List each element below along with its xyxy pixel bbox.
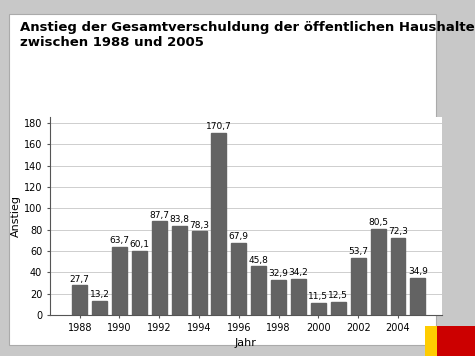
Bar — [132, 251, 147, 315]
Text: 83,8: 83,8 — [169, 215, 189, 224]
Bar — [390, 238, 406, 315]
Bar — [191, 231, 207, 315]
Text: 32,9: 32,9 — [269, 269, 289, 278]
Bar — [271, 280, 286, 315]
X-axis label: Jahr: Jahr — [235, 338, 257, 348]
Bar — [351, 258, 366, 315]
Text: 60,1: 60,1 — [129, 240, 150, 249]
Bar — [331, 302, 346, 315]
Bar — [172, 226, 187, 315]
Text: Anstieg der Gesamtverschuldung der öffentlichen Haushalte
zwischen 1988 und 2005: Anstieg der Gesamtverschuldung der öffen… — [20, 21, 475, 49]
Bar — [152, 221, 167, 315]
Text: 72,3: 72,3 — [388, 227, 408, 236]
Bar — [370, 229, 386, 315]
Y-axis label: Anstieg: Anstieg — [11, 195, 21, 237]
Text: 11,5: 11,5 — [308, 292, 328, 301]
Bar — [211, 133, 227, 315]
Bar — [112, 247, 127, 315]
Text: 78,3: 78,3 — [189, 221, 209, 230]
Text: 27,7: 27,7 — [70, 275, 90, 284]
Bar — [231, 242, 247, 315]
Bar — [311, 303, 326, 315]
Text: 170,7: 170,7 — [206, 122, 232, 131]
Text: 63,7: 63,7 — [110, 236, 130, 245]
Text: 13,2: 13,2 — [90, 290, 110, 299]
Bar — [251, 266, 266, 315]
Bar — [92, 301, 107, 315]
Bar — [72, 286, 87, 315]
Text: 34,2: 34,2 — [289, 268, 308, 277]
Text: 80,5: 80,5 — [368, 219, 388, 227]
Text: 45,8: 45,8 — [249, 256, 269, 265]
Text: 53,7: 53,7 — [348, 247, 368, 256]
Bar — [410, 278, 425, 315]
Text: 87,7: 87,7 — [149, 211, 169, 220]
Text: 34,9: 34,9 — [408, 267, 428, 276]
Bar — [291, 278, 306, 315]
Text: 67,9: 67,9 — [229, 232, 249, 241]
Text: 12,5: 12,5 — [328, 291, 348, 300]
